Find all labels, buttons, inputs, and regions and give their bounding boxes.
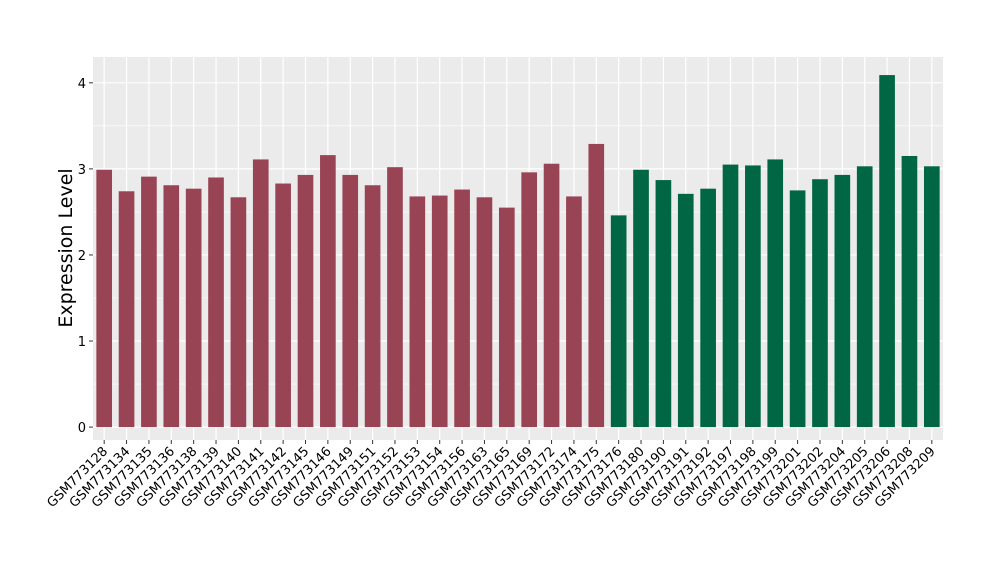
bar-GSM773197: [722, 164, 739, 428]
bar-GSM773152: [387, 167, 403, 428]
bar-GSM773169: [521, 172, 538, 428]
bar-GSM773174: [566, 196, 582, 428]
bar-GSM773208: [901, 155, 918, 428]
bar-GSM773145: [297, 174, 314, 428]
y-axis-title: Expression Level: [55, 168, 77, 327]
y-tick-label: 2: [78, 249, 86, 264]
bar-GSM773142: [275, 183, 291, 428]
bar-GSM773199: [767, 159, 784, 428]
bar-GSM773136: [163, 185, 180, 428]
bar-GSM773192: [700, 188, 716, 428]
y-tick-label: 3: [78, 163, 86, 178]
bar-GSM773198: [745, 165, 761, 428]
bar-GSM773141: [252, 159, 269, 428]
bar-GSM773156: [454, 189, 470, 428]
bar-GSM773149: [342, 174, 359, 428]
bar-GSM773175: [588, 143, 605, 428]
bar-GSM773146: [320, 155, 336, 428]
bar-GSM773176: [610, 215, 627, 428]
bars: [96, 75, 940, 428]
bar-GSM773139: [208, 177, 224, 428]
bar-GSM773202: [812, 179, 828, 428]
bar-GSM773140: [230, 197, 247, 428]
bar-GSM773151: [364, 185, 381, 428]
bar-GSM773205: [856, 166, 873, 428]
bar-GSM773204: [834, 174, 851, 428]
bar-GSM773163: [476, 197, 493, 428]
bar-GSM773165: [498, 207, 515, 428]
y-tick-label: 4: [78, 77, 86, 92]
bar-GSM773134: [118, 191, 135, 428]
y-tick-label: 1: [78, 335, 86, 350]
bar-GSM773209: [923, 166, 940, 428]
bar-GSM773154: [431, 195, 448, 428]
bar-GSM773153: [409, 196, 426, 428]
bar-GSM773206: [879, 75, 895, 428]
y-axis: 0 1 2 3 4: [78, 77, 93, 436]
bar-GSM773201: [789, 190, 806, 428]
x-axis: GSM773128GSM773134GSM773135GSM773136GSM7…: [44, 440, 939, 511]
y-tick-label: 0: [78, 421, 86, 436]
bar-GSM773180: [633, 169, 649, 428]
bar-GSM773172: [543, 163, 560, 428]
bar-GSM773128: [96, 169, 113, 428]
bar-GSM773191: [677, 193, 694, 428]
bar-GSM773138: [185, 188, 202, 428]
bar-GSM773190: [655, 180, 672, 428]
bar-GSM773135: [141, 176, 157, 428]
